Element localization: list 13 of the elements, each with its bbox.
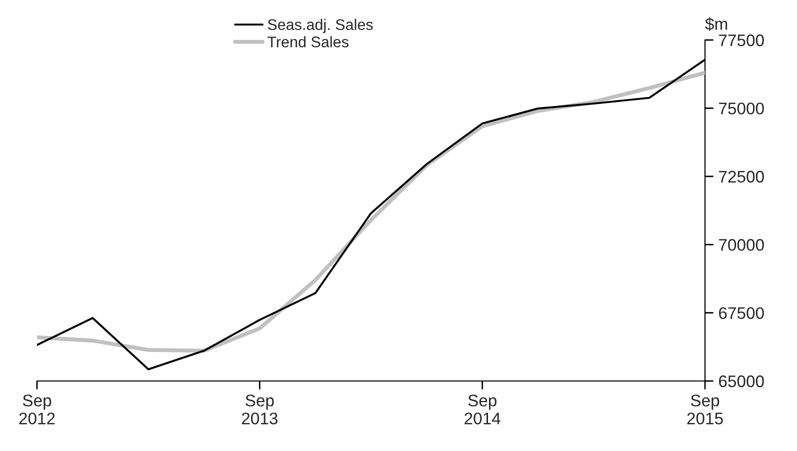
y-tick-label: 72500 [719, 170, 764, 183]
legend-label: Trend Sales [268, 36, 348, 48]
y-axis-title: $m [705, 17, 728, 31]
x-tick-label: Sep 2015 [687, 394, 723, 424]
y-tick-label: 77500 [719, 34, 764, 46]
y-tick-label: 75000 [719, 102, 764, 114]
x-tick-label: Sep 2014 [464, 394, 500, 424]
x-tick-label: Sep 2012 [19, 394, 55, 424]
y-tick-label: 70000 [719, 239, 764, 251]
y-tick-label: 65000 [719, 375, 764, 388]
legend-label: Seas.adj. Sales [268, 18, 373, 34]
x-tick-label: Sep 2013 [242, 394, 278, 424]
y-tick-label: 67500 [719, 307, 764, 320]
